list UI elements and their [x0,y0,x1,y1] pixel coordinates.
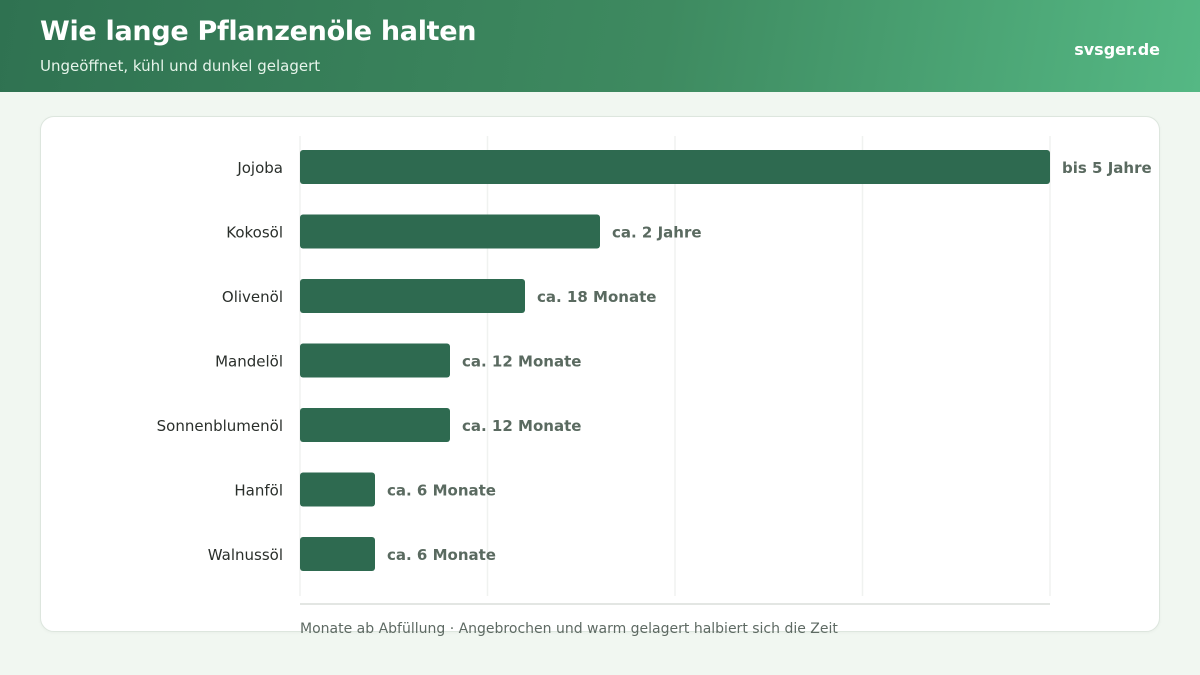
category-label: Sonnenblumenöl [157,417,283,435]
bar-row: Kokosöl ca. 2 Jahre [226,214,702,249]
value-label: ca. 6 Monate [387,482,496,500]
value-label: ca. 12 Monate [462,417,581,435]
bar[interactable] [300,343,450,378]
bar-row: Sonnenblumenöl ca. 12 Monate [157,408,581,442]
category-label: Walnussöl [208,546,283,564]
value-label: ca. 6 Monate [387,546,496,564]
category-label: Jojoba [236,159,283,177]
bar[interactable] [300,472,375,507]
bar[interactable] [300,214,600,249]
bar-row: Mandelöl ca. 12 Monate [215,343,581,378]
page-title: Wie lange Pflanzenöle halten [40,16,477,47]
brand-link[interactable]: svsger.de [1074,40,1160,59]
bar-row: Olivenöl ca. 18 Monate [222,279,656,313]
bar-row: Jojoba bis 5 Jahre [236,150,1152,184]
value-label: ca. 18 Monate [537,288,656,306]
value-label: ca. 2 Jahre [612,224,702,242]
bar[interactable] [300,537,375,571]
category-label: Mandelöl [215,353,283,371]
page-subtitle: Ungeöffnet, kühl und dunkel gelagert [40,57,321,75]
bar[interactable] [300,408,450,442]
bars: Jojoba bis 5 Jahre Kokosöl ca. 2 Jahre Olive… [157,150,1152,571]
value-label: ca. 12 Monate [462,353,581,371]
bar-row: Walnussöl ca. 6 Monate [208,537,496,571]
bar[interactable] [300,279,525,313]
value-label: bis 5 Jahre [1062,159,1152,177]
gridlines [299,136,1051,596]
category-label: Hanföl [234,482,283,500]
x-axis-footnote: Monate ab Abfüllung · Angebrochen und wa… [300,621,838,637]
bar-row: Hanföl ca. 6 Monate [234,472,496,507]
bar[interactable] [300,150,1050,184]
category-label: Kokosöl [226,224,283,242]
chart-card [40,116,1160,632]
header-banner: Wie lange Pflanzenöle halten Ungeöffnet,… [0,0,1200,92]
category-label: Olivenöl [222,288,283,306]
